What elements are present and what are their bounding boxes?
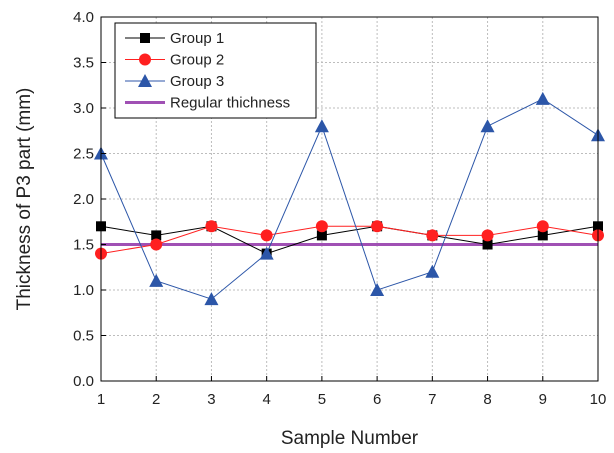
data-point xyxy=(425,264,440,278)
data-point xyxy=(481,229,494,242)
x-tick-label: 4 xyxy=(262,391,270,408)
data-point xyxy=(536,220,549,233)
data-point xyxy=(149,273,164,287)
data-point xyxy=(150,238,163,251)
data-point xyxy=(535,91,550,105)
x-tick-label: 2 xyxy=(152,391,160,408)
data-point xyxy=(151,230,162,241)
data-point xyxy=(370,283,385,296)
y-tick-label: 0.0 xyxy=(73,373,94,390)
data-point xyxy=(371,220,384,233)
x-tick-label: 3 xyxy=(207,391,215,408)
data-point xyxy=(260,229,273,242)
data-point xyxy=(426,229,439,242)
x-tick-label: 6 xyxy=(373,391,381,408)
data-point xyxy=(205,220,218,233)
legend-label: Group 3 xyxy=(170,73,224,90)
y-tick-label: 4.0 xyxy=(73,9,94,26)
y-tick-label: 1.0 xyxy=(73,282,94,299)
legend-marker xyxy=(139,53,151,66)
data-point xyxy=(204,292,219,306)
y-tick-label: 3.0 xyxy=(73,100,94,117)
x-tick-label: 1 xyxy=(97,391,105,408)
x-tick-label: 8 xyxy=(483,391,491,408)
series-line-2 xyxy=(100,225,599,255)
y-tick-label: 2.0 xyxy=(73,191,94,208)
data-point xyxy=(482,239,493,250)
legend-label: Group 2 xyxy=(170,52,224,69)
x-axis-label: Sample Number xyxy=(281,428,419,449)
legend-marker xyxy=(138,74,152,87)
data-point xyxy=(259,246,274,260)
data-point xyxy=(537,230,548,241)
x-tick-label: 5 xyxy=(318,391,326,408)
y-axis-label: Thickness of P3 part (mm) xyxy=(14,88,35,311)
data-point xyxy=(315,220,328,233)
y-tick-label: 0.5 xyxy=(73,328,94,345)
x-tick-label: 10 xyxy=(590,391,607,408)
legend-label: Regular thichness xyxy=(170,95,290,112)
series-layer xyxy=(94,91,605,306)
data-point xyxy=(314,119,329,133)
series-line-1 xyxy=(100,225,599,255)
legend-label: Group 1 xyxy=(170,30,224,47)
data-point xyxy=(316,230,327,241)
x-tick-label: 7 xyxy=(428,391,436,408)
axis-ticks: 1 2 3 4 5 6 7 8 9 10 0.0 0.5 1.0 1.5 2.0 2.5 3.0 3.5 4.0 xyxy=(73,9,606,408)
legend-marker xyxy=(140,33,150,43)
legend: Group 1 Group 2 Group 3 Regular thichness xyxy=(114,22,317,119)
data-point xyxy=(480,119,495,133)
y-tick-label: 2.5 xyxy=(73,146,94,163)
y-tick-label: 1.5 xyxy=(73,237,94,254)
y-tick-label: 3.5 xyxy=(73,55,94,72)
x-tick-label: 9 xyxy=(539,391,547,408)
series-line-3 xyxy=(100,98,599,300)
